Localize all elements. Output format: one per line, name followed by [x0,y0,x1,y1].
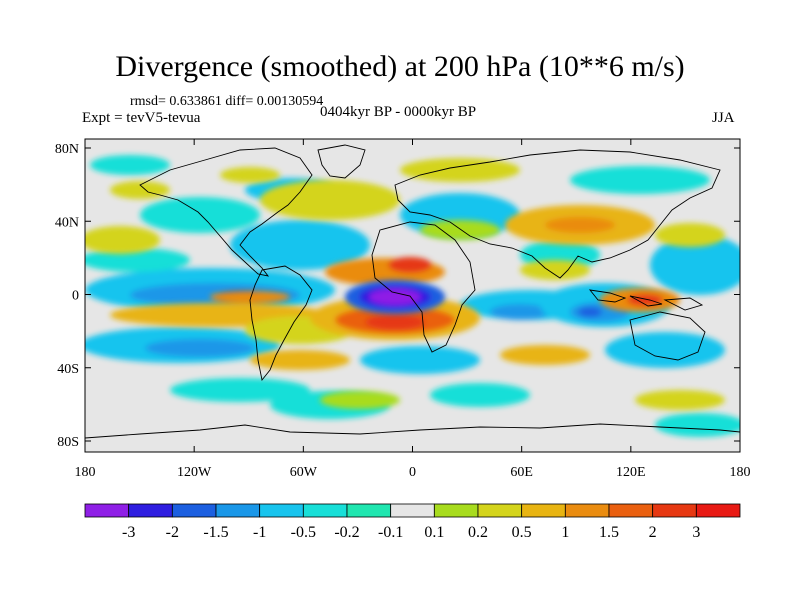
field-patch [90,155,170,175]
field-patch [655,223,725,247]
coastline-antarctica [85,423,740,439]
colorbar-swatch [302,503,348,518]
colorbar-swatch [433,503,479,518]
field-patch [655,413,740,437]
lat-tick-label: 0 [72,289,79,304]
field-patch [140,197,260,233]
colorbar-swatch [390,503,435,518]
field-patch [520,260,590,280]
colorbar-label: 0.2 [468,524,488,541]
lat-tick-label: 80S [57,435,79,450]
colorbar-label: 1.5 [599,524,619,541]
lon-tick-label: 120W [177,465,212,480]
field-patch [250,350,350,370]
coastline-south-america [249,265,313,382]
field-patch [545,217,615,233]
longitude-axis: 180 120W 60W 0 60E 120E 180 [75,139,751,480]
field-patch [320,391,400,409]
field-patch [230,220,370,270]
field-patch [110,181,170,199]
field-patch [85,248,190,272]
coastline-indonesia [588,289,704,311]
field-patch [400,158,520,182]
field-patch [260,180,400,220]
colorbar-label: 0.1 [424,524,444,541]
colorbar-swatch [84,503,130,518]
field-patch [145,339,255,357]
colorbar-label: -1.5 [203,524,228,541]
field-patch [360,346,480,374]
coastline-africa [371,221,476,353]
field-patch [570,166,710,194]
colorbar-swatch [695,503,741,518]
colorbar-label: 3 [692,524,700,541]
coastlines [85,144,740,439]
colorbar-label: -0.2 [334,524,359,541]
colorbar-swatch [215,503,261,518]
divergence-field [85,144,740,439]
colorbar-swatch [564,503,610,518]
coastline-australia [629,311,706,361]
lon-tick-label: 120E [616,465,646,480]
lon-tick-label: 180 [730,465,751,480]
colorbar-swatch [521,503,566,518]
experiment-label: Expt = tevV5-tevua [82,110,201,126]
coastline-greenland [317,144,366,179]
field-patch [170,378,310,402]
lon-tick-label: 0 [409,465,416,480]
colorbar-swatch [128,503,173,518]
lat-tick-label: 40S [57,362,79,377]
lat-tick-label: 80N [55,142,79,157]
colorbar-swatch [259,503,304,518]
field-patch [210,291,290,303]
colorbar-label: -3 [122,524,135,541]
field-patch [650,235,740,295]
field-patch [365,314,425,330]
field-patch [430,383,530,407]
colorbar-swatch [608,503,654,518]
lat-tick-label: 40N [55,215,79,230]
field-patch [635,390,725,410]
colorbar-label: 2 [649,524,657,541]
coastline-eurasia [394,149,721,279]
latitude-axis: 80N 40N 0 40S 80S [55,142,740,450]
field-patch [605,332,725,368]
field-patch [490,304,550,320]
colorbar-swatch [171,503,217,518]
field-patch [85,226,160,254]
colorbar-label: 0.5 [512,524,532,541]
field-patch [500,345,590,365]
field-patch [388,257,432,273]
lon-tick-label: 60W [290,465,318,480]
lon-tick-label: 180 [75,465,96,480]
season-label: JJA [712,110,735,126]
colorbar-label: -2 [166,524,179,541]
colorbar-swatch [477,503,523,518]
lon-tick-label: 60E [510,465,533,480]
colorbar-swatch [652,503,697,518]
coastline-north-america [139,147,313,277]
colorbar-label: 1 [561,524,569,541]
colorbar: -3 -2 -1.5 -1 -0.5 -0.2 -0.1 0.1 0.2 0.5 1 1.5 2 3 [84,503,741,541]
field-patch [420,220,500,240]
colorbar-swatch [346,503,392,518]
stats-label: rmsd= 0.633861 diff= 0.00130594 [130,94,324,109]
field-patch [220,167,280,183]
field-patch [369,289,421,305]
colorbar-label: -0.1 [378,524,403,541]
period-label: 0404kyr BP - 0000kyr BP [320,104,477,120]
map-title: Divergence (smoothed) at 200 hPa (10**6 … [115,50,685,83]
colorbar-label: -1 [253,524,266,541]
colorbar-label: -0.5 [291,524,316,541]
field-patch [578,307,602,317]
